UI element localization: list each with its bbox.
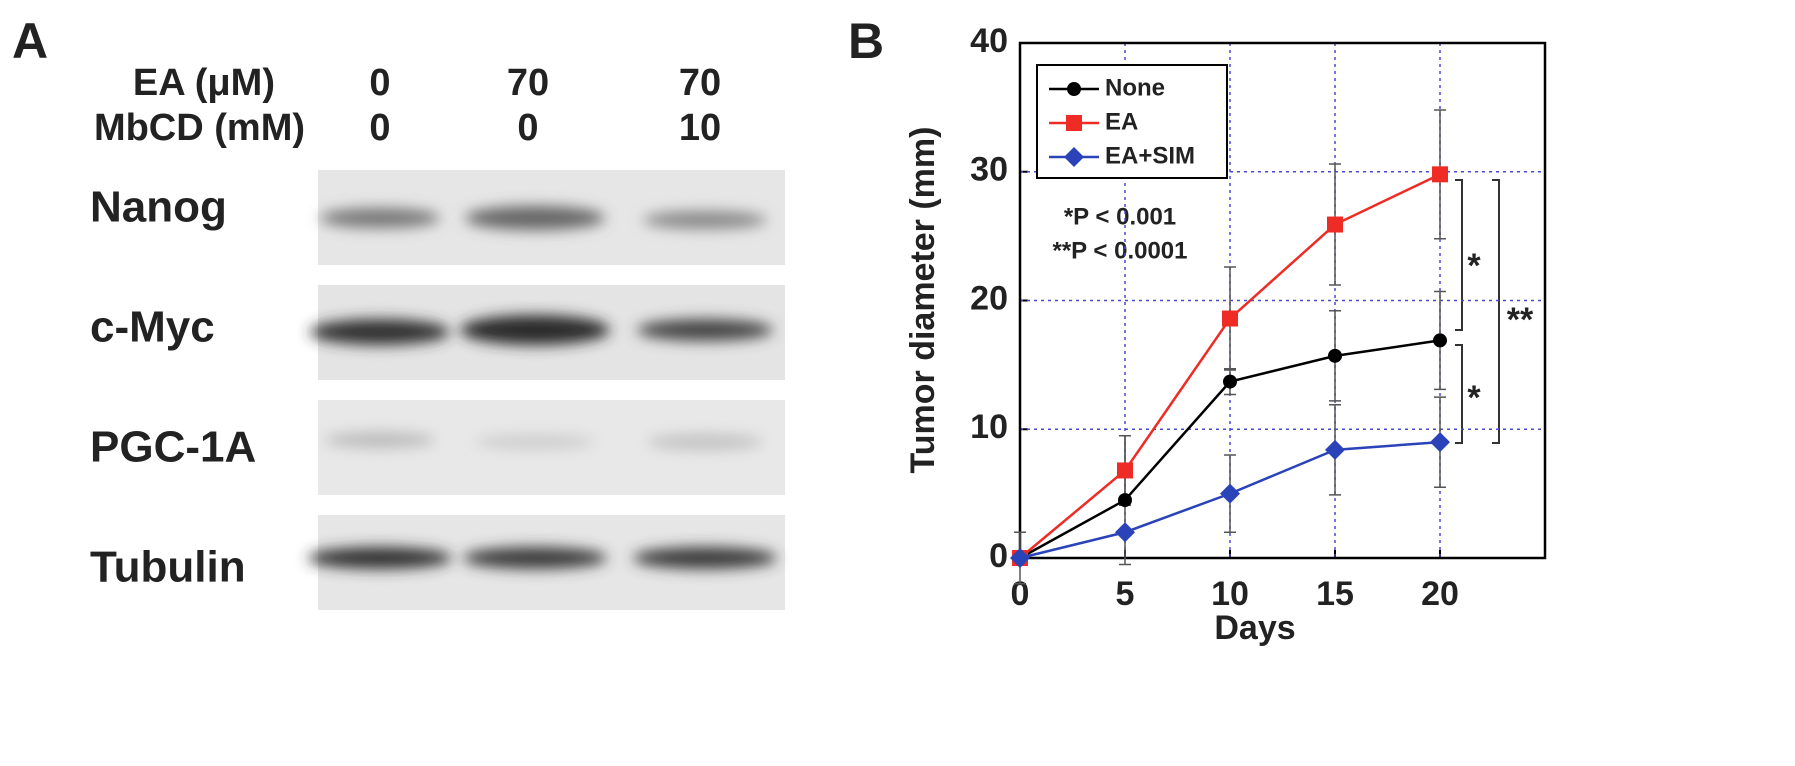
x-axis-label: Days <box>1214 609 1295 647</box>
protein-label: Nanog <box>90 183 227 232</box>
protein-label: c-Myc <box>90 303 215 352</box>
annotation: **P < 0.0001 <box>1052 237 1187 264</box>
condition-value: 0 <box>369 62 390 104</box>
condition-value: 0 <box>369 107 390 149</box>
marker <box>1327 216 1343 233</box>
marker <box>1328 348 1342 363</box>
marker <box>1432 166 1448 183</box>
marker <box>1433 333 1447 348</box>
condition-label: EA (μM) <box>133 62 275 104</box>
y-tick-label: 20 <box>970 279 1008 317</box>
significance-label: ** <box>1507 301 1534 339</box>
legend-marker <box>1067 82 1081 96</box>
x-tick-label: 10 <box>1211 575 1249 613</box>
protein-label: Tubulin <box>90 543 246 592</box>
marker <box>1115 522 1135 543</box>
y-tick-label: 10 <box>970 408 1008 446</box>
significance-label: * <box>1467 379 1481 417</box>
annotation: *P < 0.001 <box>1064 203 1176 230</box>
marker <box>1220 483 1240 504</box>
marker <box>1010 548 1030 568</box>
condition-label: MbCD (mM) <box>94 107 305 149</box>
panel-label: B <box>848 13 884 69</box>
y-tick-label: 40 <box>970 22 1008 60</box>
x-tick-label: 5 <box>1116 575 1135 613</box>
condition-value: 0 <box>517 107 538 149</box>
legend-marker <box>1064 147 1084 167</box>
plot-frame <box>1018 41 1547 560</box>
marker <box>1430 432 1450 453</box>
y-tick-label: 0 <box>989 537 1008 575</box>
x-tick-label: 15 <box>1316 575 1354 613</box>
y-tick-label: 30 <box>970 151 1008 189</box>
marker <box>1223 374 1237 389</box>
significance-label: * <box>1467 247 1481 285</box>
condition-value: 70 <box>507 62 549 104</box>
legend-label: EA <box>1105 108 1138 135</box>
x-tick-label: 20 <box>1421 575 1459 613</box>
marker <box>1118 493 1132 508</box>
condition-value: 70 <box>679 62 721 104</box>
y-axis-label: Tumor diameter (mm) <box>904 127 942 474</box>
marker <box>1117 462 1133 479</box>
condition-value: 10 <box>679 107 721 149</box>
significance-bracket <box>1455 179 1500 444</box>
marker <box>1325 439 1345 460</box>
legend-label: EA+SIM <box>1105 142 1195 169</box>
panel-label: A <box>12 13 48 69</box>
legend-label: None <box>1105 74 1165 101</box>
protein-label: PGC-1A <box>90 423 256 472</box>
legend-marker <box>1066 115 1082 131</box>
marker <box>1222 310 1238 327</box>
blot <box>308 170 785 610</box>
